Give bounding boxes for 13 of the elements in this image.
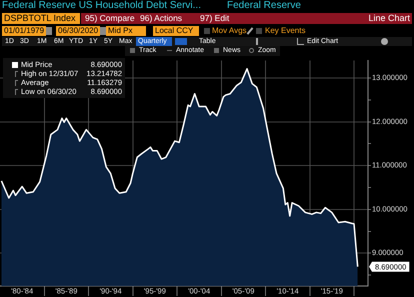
text: Line Chart [368, 13, 410, 23]
text: Mid Px [108, 26, 132, 35]
chart-title: Federal Reserve US Household Debt Servi... [2, 0, 201, 11]
chart-subtitle: Federal Reserve [227, 0, 301, 11]
text: DSPBTOTL Index [4, 13, 76, 23]
text: 01/01/1979 [4, 26, 44, 35]
text: 97) Edit [200, 13, 230, 23]
text: Local CCY [155, 26, 194, 35]
text: 96) Actions [140, 13, 182, 23]
text: Mov Avgs [212, 26, 247, 35]
text: 06/30/2020 [58, 26, 98, 35]
text: Key Events [265, 26, 306, 35]
text: 95) Compare [85, 13, 135, 23]
